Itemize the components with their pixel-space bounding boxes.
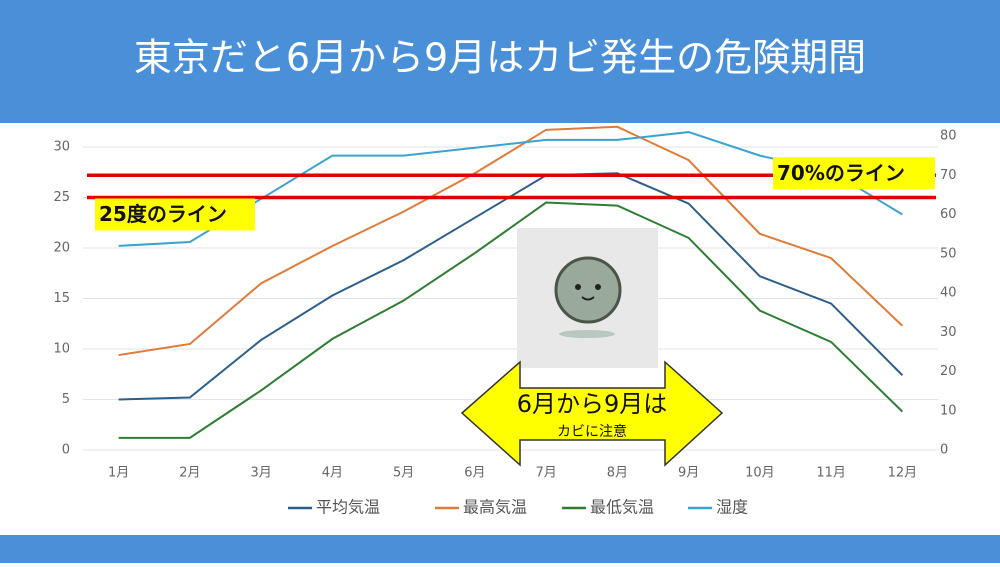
legend-label: 最低気温	[590, 498, 654, 517]
y2-tick-label: 20	[940, 364, 957, 379]
x-tick-label: 2月	[179, 466, 200, 481]
legend-label: 湿度	[716, 498, 748, 517]
y2-tick-label: 30	[940, 325, 957, 340]
x-tick-label: 1月	[108, 466, 129, 481]
x-tick-label: 4月	[322, 466, 343, 481]
x-tick-label: 3月	[250, 466, 271, 481]
legend-label: 平均気温	[316, 498, 380, 517]
arrow-subtext: カビに注意	[557, 423, 627, 440]
mold-illustration	[517, 228, 658, 368]
header-band	[0, 0, 1000, 123]
x-tick-label: 7月	[535, 466, 556, 481]
y-tick-label: 5	[62, 392, 70, 407]
x-tick-label: 8月	[607, 466, 628, 481]
x-tick-label: 5月	[393, 466, 414, 481]
reference-label: 70%のライン	[777, 161, 905, 185]
y-tick-label: 10	[53, 342, 70, 357]
y2-tick-label: 80	[940, 129, 957, 144]
chart-title: 東京だと6月から9月はカビ発生の危険期間	[134, 36, 866, 80]
y2-tick-label: 50	[940, 246, 957, 261]
y-tick-label: 15	[53, 291, 70, 306]
y2-tick-label: 60	[940, 207, 957, 222]
mold-eye	[575, 284, 581, 290]
y-tick-label: 25	[53, 190, 70, 205]
y-tick-label: 0	[62, 443, 70, 458]
x-tick-label: 10月	[745, 466, 775, 481]
legend-label: 最高気温	[463, 498, 527, 517]
double-arrow	[460, 360, 724, 467]
x-tick-label: 11月	[816, 466, 846, 481]
reference-label-box	[95, 198, 255, 231]
x-tick-label: 9月	[678, 466, 699, 481]
x-tick-label: 12月	[888, 466, 918, 481]
x-tick-label: 6月	[464, 466, 485, 481]
y2-tick-label: 40	[940, 286, 957, 301]
series-line	[118, 201, 904, 439]
y2-tick-label: 0	[940, 443, 948, 458]
y2-tick-label: 10	[940, 403, 957, 418]
mold-eye	[595, 284, 601, 290]
mold-shadow	[559, 330, 615, 338]
y-tick-label: 20	[53, 241, 70, 256]
mold-body	[554, 256, 622, 324]
y-tick-label: 30	[53, 140, 70, 155]
series-line	[118, 125, 904, 357]
plot: 0 5 10 15 20 25 30 0 10 20 30 40 50 60 70 80 1月 2月 3月 4月 5月 6…	[53, 125, 957, 517]
reference-label-box	[773, 157, 935, 190]
arrow-text: 6月から9月は	[517, 390, 668, 418]
reference-label: 25度のライン	[99, 202, 227, 226]
y2-tick-label: 70	[940, 168, 957, 183]
mold-mouth	[581, 296, 595, 301]
footer-band	[0, 535, 1000, 563]
